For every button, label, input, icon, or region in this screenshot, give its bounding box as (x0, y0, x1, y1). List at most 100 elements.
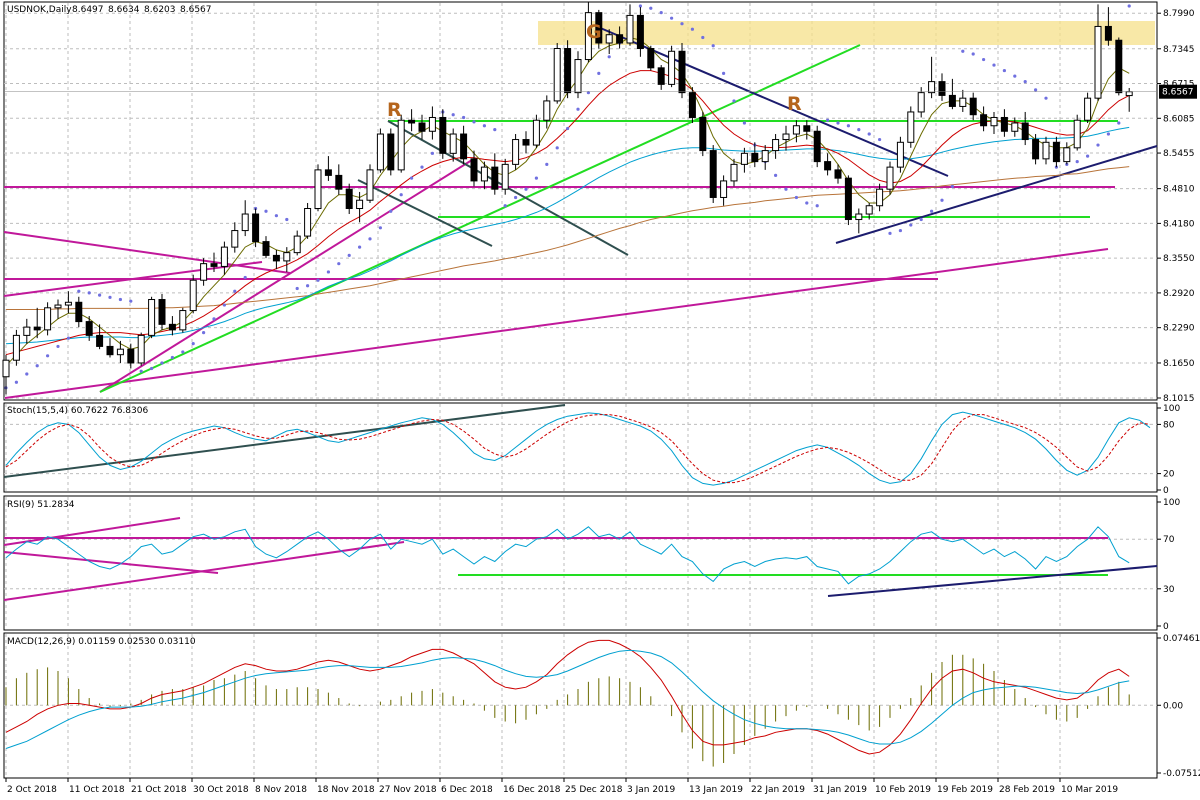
candle-32 (335, 164, 343, 195)
price-y-tick-label-0: 8.7990 (1163, 9, 1195, 19)
candle-5 (54, 299, 62, 319)
symbol-label: USDNOK,Daily (7, 5, 72, 15)
candle-body-4 (44, 307, 52, 331)
stochastic-panel[interactable]: 100 80 20 0 Stoch(15,5,4) 60.7622 76.8306 (3, 402, 1180, 496)
trendline-magenta-steep (99, 159, 473, 393)
rsi-y-tick-label-0: 100 (1163, 498, 1180, 508)
candle-body-72 (751, 152, 759, 163)
candle-54 (564, 40, 572, 99)
candle-body-106 (1104, 25, 1112, 41)
candle-9 (96, 324, 104, 350)
current-price-label: 8.6567 (1162, 88, 1194, 98)
candle-body-5 (54, 304, 62, 309)
candles (2, 1, 1133, 395)
candle-28 (293, 230, 301, 256)
macd-y-axis: 0.07461 0.00 -0.07512 (1157, 634, 1200, 779)
candle-body-71 (740, 152, 748, 165)
ohlc-high: 8.6634 (108, 5, 140, 15)
price-y-tick-label-3: 8.6085 (1163, 114, 1195, 124)
psar-dot-11 (118, 297, 122, 302)
candle-62 (647, 45, 655, 71)
candle-29 (304, 202, 312, 239)
macd-line (5, 639, 1130, 755)
psar-dot-45 (472, 120, 476, 124)
psar-dot-29 (306, 284, 310, 288)
candle-body-0 (2, 359, 10, 378)
psar-dot-67 (701, 35, 705, 40)
candle-91 (948, 78, 956, 110)
psar-dot-70 (732, 99, 736, 103)
stoch-y-axis: 100 80 20 0 (1157, 404, 1180, 496)
psar-dot-53 (555, 146, 559, 150)
psar-dot-48 (503, 204, 507, 208)
x-tick-label-2: 21 Oct 2018 (131, 785, 187, 795)
candle-22 (231, 222, 239, 253)
candle-49 (512, 134, 520, 170)
psar-dot-13 (139, 369, 143, 373)
candle-body-90 (938, 81, 946, 96)
x-tick-label-5: 18 Nov 2018 (317, 785, 375, 795)
candle-48 (501, 158, 509, 195)
x-tick-label-3: 30 Oct 2018 (193, 785, 249, 795)
psar-dot-96 (1002, 68, 1007, 73)
candle-body-63 (657, 67, 665, 85)
psar-dot-32 (337, 262, 341, 266)
psar-dot-51 (534, 176, 539, 180)
psar-dot-47 (493, 128, 497, 132)
candle-body-22 (231, 230, 239, 248)
psar-dot-41 (430, 151, 434, 155)
candle-body-3 (33, 326, 41, 331)
psar-dot-2 (25, 372, 29, 376)
ema-slow-line (5, 126, 1130, 345)
psar-dot-37 (389, 209, 393, 213)
candle-34 (356, 191, 364, 223)
candle-45 (470, 150, 478, 187)
candle-body-23 (241, 213, 249, 232)
ohlc-close: 8.6567 (180, 5, 212, 15)
candle-71 (740, 147, 748, 173)
psar-dot-65 (680, 22, 684, 26)
x-tick-label-6: 27 Nov 2018 (379, 785, 437, 795)
psar-dot-17 (181, 350, 185, 354)
psar-dot-33 (347, 253, 351, 257)
rsi-series (5, 526, 1130, 585)
macd-panel[interactable]: 0.07461 0.00 -0.07512 MACD(12,26,9) 0.0115… (3, 632, 1200, 779)
candle-body-11 (116, 348, 124, 356)
candle-84 (876, 183, 884, 212)
psar-dot-63 (659, 11, 663, 15)
price-y-tick-label-11: 8.1015 (1163, 394, 1195, 404)
rsi-title: RSI(9) 51.2834 (7, 500, 75, 510)
candle-body-29 (304, 207, 312, 237)
psar-dot-31 (326, 270, 330, 274)
psar-dot-84 (878, 137, 882, 142)
candle-body-41 (428, 116, 436, 132)
rsi-panel[interactable]: 100 70 30 0 RSI(9) 51.2834 (3, 495, 1180, 632)
psar-dot-64 (670, 16, 674, 20)
candle-20 (210, 252, 218, 272)
psar-dot-78 (815, 204, 819, 208)
candle-body-28 (293, 235, 301, 254)
candle-101 (1052, 136, 1060, 168)
psar-dot-89 (930, 209, 934, 213)
candle-body-84 (876, 188, 884, 207)
candle-85 (886, 161, 894, 195)
candle-77 (803, 120, 811, 140)
trendline-magenta-long (4, 248, 1109, 399)
candle-body-97 (1011, 122, 1019, 132)
psar-dot-19 (202, 331, 206, 335)
psar-dot-76 (794, 195, 799, 200)
candle-body-98 (1021, 122, 1029, 141)
psar-dot-22 (233, 289, 237, 293)
candle-59 (616, 26, 624, 49)
price-panel[interactable]: R G R 8.7990 8.7345 8.6715 8.6085 8.5455 8.48… (2, 1, 1197, 404)
candle-50 (522, 131, 530, 154)
x-tick-label-9: 25 Dec 2018 (565, 785, 623, 795)
candle-12 (127, 343, 135, 369)
rsi-y-axis: 100 70 30 0 (1157, 498, 1180, 632)
candle-body-34 (356, 199, 364, 209)
psar-dot-97 (1013, 74, 1017, 78)
psar-dot-93 (971, 52, 975, 56)
candle-body-54 (564, 48, 572, 94)
price-y-tick-label-4: 8.5455 (1163, 149, 1195, 159)
